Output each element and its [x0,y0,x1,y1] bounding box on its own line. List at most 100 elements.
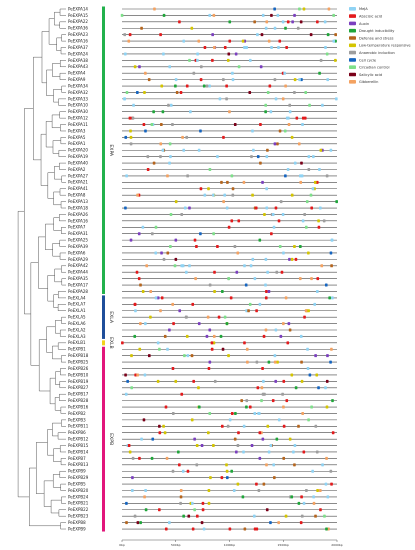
cis-element-marker [230,411,234,415]
gene-label: PeEXPA38 [68,58,88,63]
cis-element-marker [275,270,279,274]
cis-element-marker [181,135,184,139]
cis-element-marker [166,347,169,351]
cis-element-marker [319,148,323,152]
cis-element-marker [248,302,252,306]
cis-element-marker [125,90,129,94]
cis-element-marker [259,161,262,165]
cis-element-marker [197,148,201,152]
cis-element-marker [301,411,304,415]
cis-element-marker [130,386,133,390]
cis-element-marker [282,379,286,383]
cis-element-marker [179,90,183,94]
cis-element-marker [233,437,237,441]
cis-element-marker [125,501,128,505]
cis-element-marker [140,437,143,441]
cis-element-marker [293,444,297,448]
cis-element-marker [207,187,210,191]
cis-element-marker [160,123,163,127]
cis-element-marker [252,148,255,152]
gene-label: PeEXPA7 [68,225,86,230]
cis-element-marker [303,116,307,120]
cis-element-marker [200,521,204,525]
cis-element-marker [270,46,273,50]
cis-element-marker [279,200,283,204]
cis-element-marker [293,463,296,467]
cis-element-marker [202,84,206,88]
cis-element-marker [284,84,287,88]
cis-element-marker [264,328,268,332]
cis-element-marker [144,322,147,326]
cis-element-marker [284,514,288,518]
cis-element-marker [280,270,284,274]
cis-element-marker [212,13,216,17]
cis-element-marker [228,110,231,114]
cis-element-marker [225,322,229,326]
cis-element-marker [262,379,265,383]
cis-element-marker [185,334,189,338]
cis-element-marker [324,386,327,390]
phylogenetic-tree [17,8,66,530]
cis-element-marker [209,476,212,480]
cis-element-marker [225,97,228,101]
gene-label: PeEXLA1 [68,308,86,313]
cis-element-marker [264,110,267,114]
cis-element-marker [138,456,141,460]
cis-element-marker [325,379,329,383]
cis-element-marker [282,322,285,326]
cis-element-marker [242,450,245,454]
cis-element-marker [227,225,231,229]
cis-element-marker [133,302,137,306]
cis-element-marker [135,270,139,274]
legend-label: Circadian control [359,66,389,70]
cis-element-marker [273,354,277,358]
cis-element-marker [327,527,330,531]
cis-element-marker [236,251,240,255]
cis-element-marker [127,444,131,448]
cis-element-marker [326,33,330,37]
cis-element-marker [128,33,132,37]
gene-label: PeEXPA37 [68,45,88,50]
cis-element-marker [233,123,237,127]
cis-element-marker [303,212,306,216]
cis-element-marker [222,78,225,82]
cis-element-marker [210,341,214,345]
cis-element-marker [259,123,262,127]
gene-label: PeEXPB16 [68,404,89,409]
cis-element-marker [231,193,235,197]
cis-element-marker [173,264,177,268]
cis-element-marker [315,180,319,184]
cis-element-marker [270,13,273,17]
gene-label: PeEXPA34 [68,83,88,88]
gene-label: PeEXPA16 [68,39,88,44]
gene-label: PeEXPB13 [68,462,89,467]
cis-element-marker [144,71,147,75]
cis-element-marker [177,450,180,454]
cis-element-marker [291,20,294,24]
cis-element-marker [125,174,128,178]
cis-element-marker [277,219,281,223]
cis-element-marker [159,33,162,37]
cis-element-marker [310,405,313,409]
cis-element-marker [180,212,184,216]
cis-element-marker [172,322,175,326]
cis-element-marker [307,309,310,313]
cis-element-marker [319,489,322,492]
cis-element-marker [178,309,182,313]
cis-element-marker [285,46,288,50]
cis-element-marker [314,514,317,518]
cis-element-marker [293,161,297,165]
cis-element-marker [227,354,230,358]
cis-element-marker [313,180,317,184]
cis-element-marker [331,399,334,403]
cis-element-marker [330,238,334,242]
cis-element-marker [309,33,313,37]
cis-element-marker [335,200,338,204]
bp-axis: 0bp 500bp 1000bp 1500bp 2000bp [119,539,343,547]
cis-element-marker [290,373,294,377]
cis-element-marker [124,52,127,56]
gene-label: PeEXPB14 [68,449,89,454]
cis-element-marker [258,302,262,306]
cis-element-marker [318,71,321,75]
